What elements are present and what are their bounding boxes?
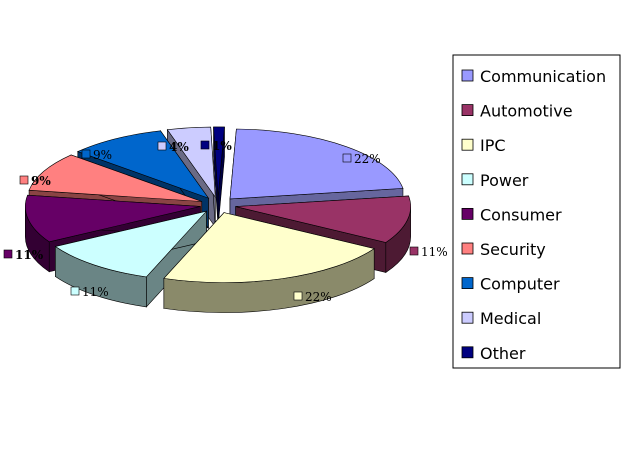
legend-label: Medical <box>480 309 541 328</box>
legend-item-medical: Medical <box>461 309 541 328</box>
data-label-swatch <box>70 286 80 296</box>
legend-label: Computer <box>480 275 560 294</box>
data-label-medical: 4% <box>157 140 189 154</box>
data-labels: 1% 22% 11% 22% 11% 11% 9% 9% 4% <box>3 139 448 304</box>
data-label-swatch <box>19 175 29 185</box>
legend-swatch <box>461 69 474 82</box>
data-label-text: 9% <box>31 174 51 188</box>
legend-item-security: Security <box>461 240 546 259</box>
pie-slice-other <box>213 126 225 227</box>
slice-top <box>235 195 411 243</box>
legend-item-automotive: Automotive <box>461 102 573 121</box>
slice-top <box>213 126 225 197</box>
legend-swatch <box>461 138 474 151</box>
data-label-text: 11% <box>82 285 109 299</box>
slice-top <box>163 212 375 283</box>
legend-swatch <box>461 207 474 220</box>
legend-swatch <box>461 277 474 290</box>
slice-top <box>229 128 404 200</box>
data-label-swatch <box>409 246 419 256</box>
legend-label: Automotive <box>480 102 573 121</box>
legend-label: IPC <box>480 136 506 155</box>
data-label-text: 22% <box>305 290 332 304</box>
data-label-swatch <box>81 149 91 159</box>
legend-swatch <box>461 242 474 255</box>
pie-slices <box>25 126 411 313</box>
data-label-automotive: 11% <box>409 245 448 259</box>
data-label-text: 11% <box>15 248 44 262</box>
data-label-text: 1% <box>212 139 232 153</box>
data-label-text: 4% <box>169 140 189 154</box>
data-label-swatch <box>3 249 13 259</box>
data-label-power: 11% <box>70 285 109 299</box>
data-label-security: 9% <box>19 174 51 188</box>
legend-swatch <box>461 311 474 324</box>
legend-item-other: Other <box>461 344 526 363</box>
legend-item-consumer: Consumer <box>461 205 562 224</box>
data-label-text: 9% <box>93 148 112 162</box>
slice-top <box>54 210 208 278</box>
legend-swatch <box>461 173 474 186</box>
legend-label: Other <box>480 344 526 363</box>
legend-item-communication: Communication <box>461 67 606 86</box>
legend-label: Consumer <box>480 205 562 224</box>
data-label-computer: 9% <box>81 148 112 162</box>
legend-swatch <box>461 104 474 116</box>
data-label-text: 11% <box>421 245 448 259</box>
data-label-ipc: 22% <box>293 290 332 304</box>
legend-swatch <box>461 346 474 359</box>
legend-box <box>452 54 621 369</box>
legend-label: Power <box>480 171 529 190</box>
data-label-text: 22% <box>354 152 381 166</box>
legend-label: Security <box>480 240 546 259</box>
legend-item-power: Power <box>461 171 529 190</box>
slice-top <box>28 154 202 202</box>
data-label-swatch <box>293 291 303 301</box>
legend: Communication Automotive IPC Power Consumer S… <box>452 54 621 369</box>
data-label-communication: 22% <box>342 152 381 166</box>
data-label-swatch <box>200 140 210 150</box>
legend-item-computer: Computer <box>461 275 560 294</box>
data-label-other: 1% <box>200 139 232 153</box>
legend-item-ipc: IPC <box>461 136 506 155</box>
pie-slice-power <box>54 210 208 308</box>
legend-label: Communication <box>480 67 606 86</box>
data-label-consumer: 11% <box>3 248 44 262</box>
data-label-swatch <box>342 153 352 163</box>
data-label-swatch <box>157 141 167 151</box>
slice-top <box>76 130 210 199</box>
pie-slice-ipc <box>163 211 375 313</box>
slice-top <box>25 194 201 243</box>
